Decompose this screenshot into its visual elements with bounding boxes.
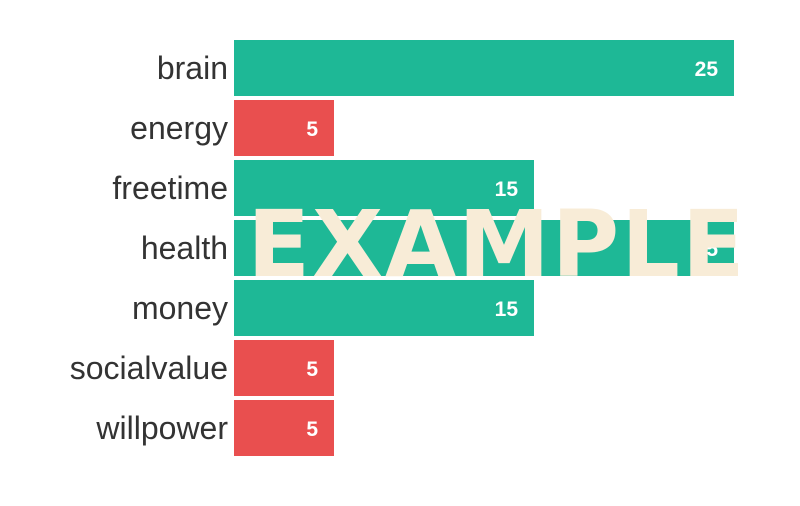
value-label-brain: 25 (695, 58, 719, 81)
category-label-money: money (132, 290, 228, 326)
bar-brain (234, 40, 734, 96)
category-label-health: health (141, 230, 228, 266)
bar-willpower (234, 400, 334, 456)
category-label-willpower: willpower (95, 410, 228, 446)
value-label-socialvalue: 5 (306, 358, 318, 381)
bar-energy (234, 100, 334, 156)
category-label-brain: brain (157, 50, 228, 86)
bar-socialvalue (234, 340, 334, 396)
value-label-health: 25 (695, 238, 719, 261)
category-label-socialvalue: socialvalue (70, 350, 228, 386)
category-label-energy: energy (130, 110, 228, 146)
value-label-willpower: 5 (306, 418, 318, 441)
bar-money (234, 280, 534, 336)
category-label-freetime: freetime (112, 170, 228, 206)
category-labels: brain energy freetime health money socialvalu… (70, 50, 229, 446)
value-labels: 25 5 15 25 15 5 5 (306, 58, 718, 441)
bars-layer (234, 40, 734, 456)
bar-freetime (234, 160, 534, 216)
value-label-money: 15 (495, 298, 519, 321)
bar-health (234, 220, 734, 276)
watermark-text: EXAMPLE (247, 191, 746, 298)
value-label-freetime: 15 (495, 178, 519, 201)
value-label-energy: 5 (306, 118, 318, 141)
